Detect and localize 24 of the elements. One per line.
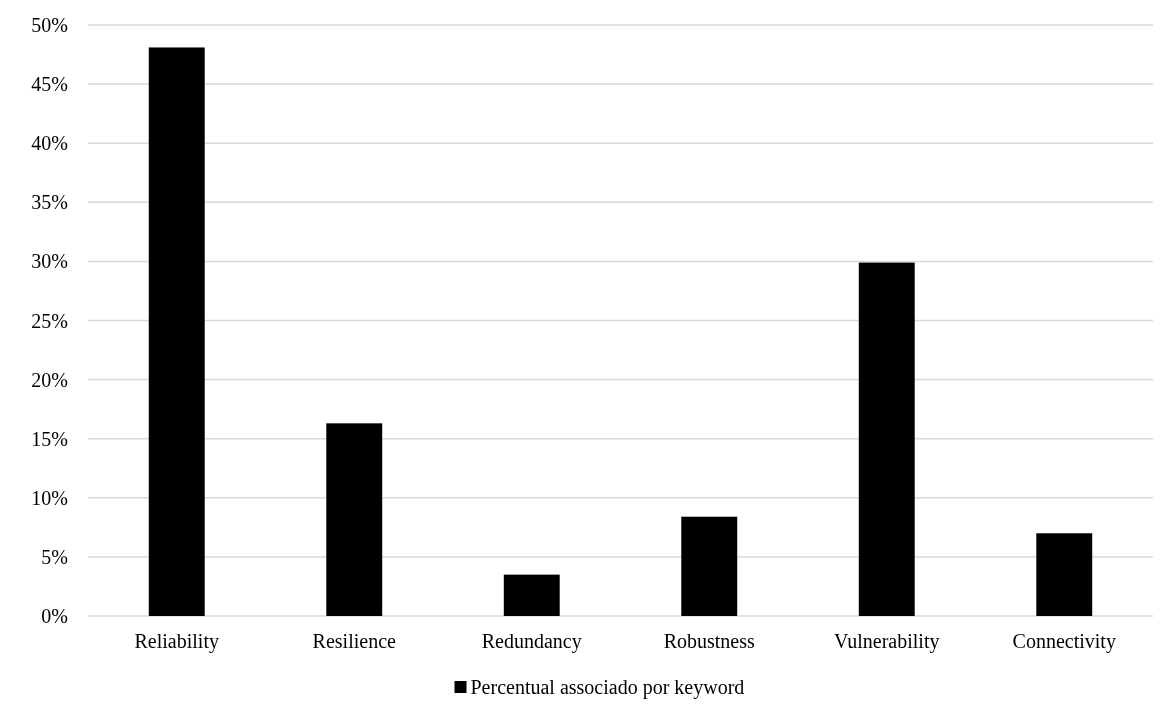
x-tick-label: Resilience bbox=[312, 630, 397, 652]
bar bbox=[326, 423, 383, 616]
y-tick-label: 20% bbox=[31, 368, 68, 391]
y-tick-label: 25% bbox=[31, 309, 68, 332]
y-tick-label: 10% bbox=[31, 486, 68, 509]
legend-label: Percentual associado por keyword bbox=[470, 676, 745, 699]
x-tick-label: Redundancy bbox=[481, 630, 582, 653]
y-tick-label: 0% bbox=[41, 605, 68, 627]
bar bbox=[681, 516, 738, 616]
bar bbox=[503, 574, 560, 616]
y-tick-label: 5% bbox=[41, 545, 68, 568]
y-tick-label: 40% bbox=[31, 132, 68, 155]
bar bbox=[1036, 533, 1093, 616]
x-tick-label: Connectivity bbox=[1012, 630, 1116, 653]
bar bbox=[148, 47, 205, 616]
y-tick-label: 35% bbox=[31, 191, 68, 214]
y-tick-label: 30% bbox=[31, 250, 68, 273]
y-tick-label: 15% bbox=[31, 427, 68, 450]
x-tick-label: Reliability bbox=[134, 630, 219, 653]
x-tick-label: Vulnerability bbox=[834, 630, 940, 653]
y-tick-label: 50% bbox=[31, 14, 68, 36]
y-tick-label: 45% bbox=[31, 73, 68, 96]
x-tick-label: Robustness bbox=[663, 630, 756, 652]
bar bbox=[858, 262, 915, 616]
